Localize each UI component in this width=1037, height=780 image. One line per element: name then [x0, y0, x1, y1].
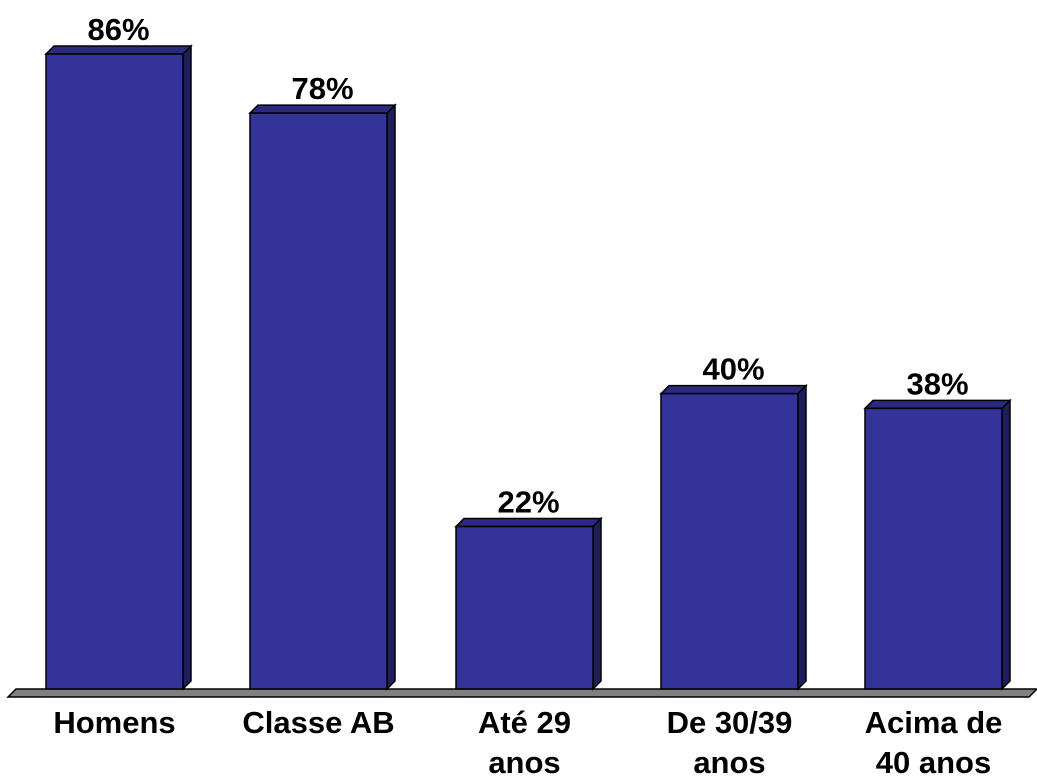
category-label-line: De 30/39: [667, 705, 793, 740]
bar-top: [454, 517, 603, 528]
bar-top: [863, 399, 1012, 410]
bar-side: [1001, 398, 1011, 691]
category-label-line: anos: [693, 745, 765, 780]
bar-side: [182, 44, 192, 691]
category-label-line: Até 29: [478, 705, 571, 740]
bar-top: [248, 104, 397, 114]
category-label-line: Classe AB: [242, 705, 394, 740]
chart-floor: [6, 688, 1037, 698]
bar-top: [659, 384, 808, 395]
bars-group: [44, 44, 1012, 691]
bar-4: [863, 398, 1012, 691]
labels-group: 86% Homens 78% Classe AB 22% Até 29 anos 40% De …: [53, 12, 1002, 780]
value-label: 86%: [87, 12, 149, 47]
bar-top: [44, 45, 193, 55]
bar-side: [592, 516, 602, 691]
category-label-line: Homens: [53, 705, 175, 740]
bar-side: [797, 383, 807, 691]
bar-front: [455, 525, 594, 690]
bar-1: [248, 103, 397, 691]
category-label: Até 29 anos: [478, 705, 571, 780]
bar-front: [45, 53, 184, 690]
floor-plane: [6, 688, 1037, 698]
category-label: Classe AB: [242, 705, 394, 740]
category-label: De 30/39 anos: [667, 705, 793, 780]
bar-front: [864, 407, 1003, 690]
category-label-line: 40 anos: [876, 745, 991, 780]
category-label: Acima de 40 anos: [865, 705, 1003, 780]
category-label: Homens: [53, 705, 175, 740]
value-label: 38%: [906, 366, 968, 401]
value-label: 78%: [291, 71, 353, 106]
value-label: 22%: [497, 485, 559, 520]
bar-2: [454, 516, 603, 691]
bar-0: [44, 44, 193, 691]
category-label-line: Acima de: [865, 705, 1003, 740]
value-label: 40%: [702, 352, 764, 387]
bar-front: [249, 112, 388, 690]
bar-3: [659, 383, 808, 691]
bar-front: [660, 392, 799, 690]
category-label-line: anos: [488, 745, 560, 780]
bar-side: [386, 103, 396, 691]
